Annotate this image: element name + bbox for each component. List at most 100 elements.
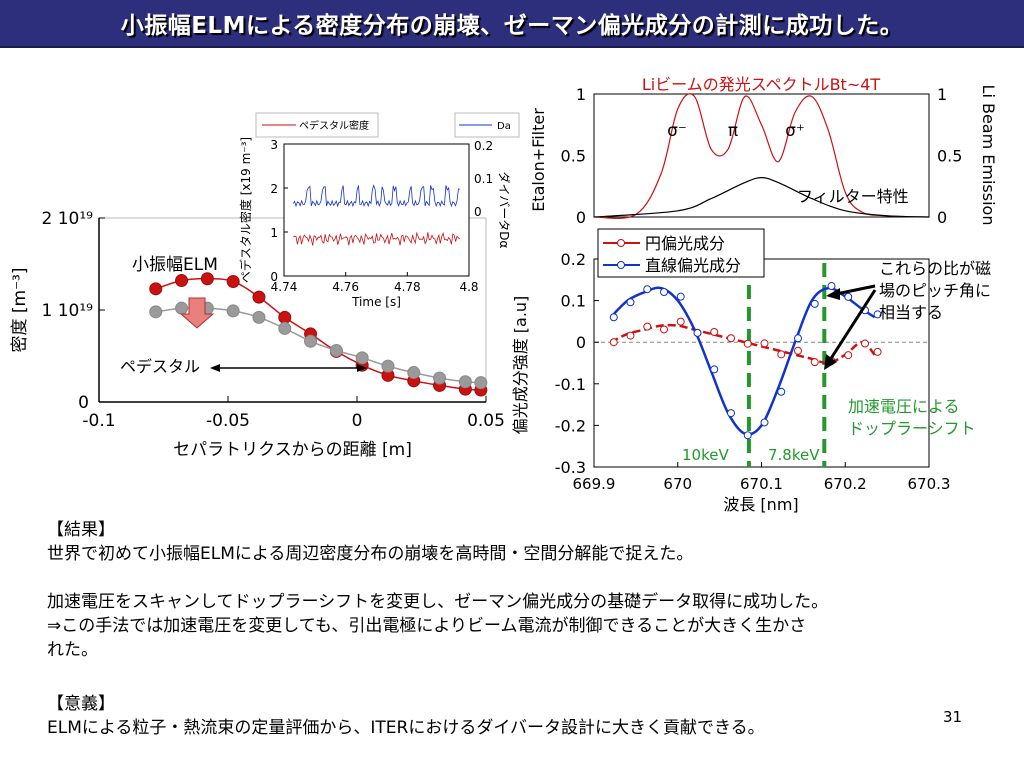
ratio-note-line: これらの比が磁 bbox=[879, 259, 991, 278]
inset-x-tick-label: 4.78 bbox=[394, 280, 421, 294]
linear-polarization-point bbox=[660, 287, 668, 296]
circular-polarization-point bbox=[810, 358, 819, 367]
inset-y-tick-label: 2 bbox=[270, 182, 278, 196]
polarization-y-tick-label: -0.1 bbox=[555, 375, 586, 394]
inset-y2-tick-label: 0 bbox=[474, 205, 482, 219]
density-red-point bbox=[175, 274, 189, 288]
polarization-legend-box bbox=[597, 228, 765, 278]
inset-x-tick-label: 4.74 bbox=[271, 280, 298, 294]
spectrum-y-tick-label: 0.5 bbox=[561, 147, 586, 166]
inset-x-axis-label: Time [s] bbox=[351, 295, 401, 309]
legend-circular-label: 円偏光成分 bbox=[645, 234, 725, 253]
density-x-tick-label: 0 bbox=[352, 411, 363, 431]
density-gray-point bbox=[278, 321, 292, 335]
polarization-y-tick-label: 0.2 bbox=[561, 250, 586, 269]
linear-polarization-point bbox=[626, 298, 635, 307]
ratio-arrow-2 bbox=[828, 289, 877, 361]
spectrum-y2-tick-label: 0.5 bbox=[937, 147, 962, 166]
inset-y-tick-label: 1 bbox=[270, 226, 278, 240]
density-gray-point bbox=[149, 305, 163, 319]
density-gray-point bbox=[433, 371, 447, 385]
polarization-x-tick-label: 670.2 bbox=[824, 475, 867, 493]
spectrum-filter-line bbox=[593, 176, 930, 218]
page-number: 31 bbox=[943, 708, 963, 726]
density-gray-point bbox=[329, 343, 343, 357]
density-series-red-line bbox=[155, 277, 481, 391]
density-gray-point bbox=[252, 310, 266, 324]
results-line-1: 世界で初めて小振幅ELMによる周辺密度分布の崩壊を高時間・空間分解能で捉えた。 bbox=[47, 544, 694, 564]
polarization-y-tick-label: 0.1 bbox=[561, 292, 586, 311]
polarization-x-axis-label: 波長 [nm] bbox=[723, 495, 798, 514]
ratio-arrow-2-head bbox=[824, 354, 837, 370]
linear-polarization-point bbox=[710, 365, 719, 374]
linear-polarization-point bbox=[693, 328, 702, 337]
circular-polarization-point bbox=[727, 334, 735, 343]
density-x-axis-label: セパラトリクスからの距離 [m] bbox=[173, 440, 412, 460]
density-gray-point bbox=[355, 351, 369, 365]
significance-line-1: ELMによる粒子・熱流束の定量評価から、ITERにおけるダイバータ設計に大きく貢… bbox=[47, 718, 765, 738]
legend-linear-marker bbox=[617, 261, 625, 269]
circular-polarization-point bbox=[873, 347, 882, 356]
circular-polarization-point bbox=[626, 331, 635, 340]
spectrum-li-emission-line bbox=[593, 93, 930, 219]
linear-polarization-point bbox=[794, 334, 802, 343]
linear-polarization-point bbox=[643, 285, 652, 294]
polarization-x-tick-label: 670.1 bbox=[740, 475, 783, 493]
spectrum-y-axis-label: Etalon+Filter bbox=[529, 108, 548, 212]
inset-y-tick-label: 3 bbox=[270, 138, 278, 152]
density-x-tick-label: -0.1 bbox=[82, 411, 115, 431]
linear-polarization-point bbox=[727, 409, 735, 418]
linear-polarization-point bbox=[810, 299, 819, 308]
polarization-x-tick-label: 669.9 bbox=[573, 475, 616, 493]
linear-polarization-point bbox=[873, 310, 882, 319]
spectrum-title: Liビームの発光スペクトルBt~4T bbox=[642, 75, 881, 94]
density-gray-point bbox=[304, 334, 318, 348]
circular-polarization-line bbox=[610, 323, 876, 365]
inset-plot-frame bbox=[283, 143, 470, 277]
doppler-note-line: ドップラーシフト bbox=[848, 419, 976, 438]
inset-y2-axis-label: ダイバータDα bbox=[497, 172, 512, 249]
ratio-note-line: 相当する bbox=[879, 303, 943, 322]
pi-label: π bbox=[728, 121, 738, 141]
results-line-5: れた。 bbox=[47, 640, 98, 660]
spectrum-y-tick-label: 0 bbox=[576, 208, 586, 227]
sigma-plus-label: σ⁺ bbox=[785, 121, 805, 141]
density-red-point bbox=[149, 282, 163, 296]
density-y-tick-label: 2 10¹⁹ bbox=[42, 209, 94, 229]
ratio-arrow-1-head bbox=[826, 288, 840, 300]
density-gray-point bbox=[458, 375, 472, 389]
linear-polarization-point bbox=[676, 292, 685, 301]
linear-polarization-point bbox=[777, 387, 786, 396]
inset-y2-tick-label: 0.2 bbox=[474, 139, 493, 153]
small-elm-label: 小振幅ELM bbox=[132, 255, 218, 275]
circular-polarization-point bbox=[794, 346, 802, 355]
results-line-4: ⇒この手法では加速電圧を変更しても、引出電極によりビーム電流が制御できることが大… bbox=[47, 616, 807, 636]
circular-polarization-point bbox=[743, 339, 752, 348]
circular-polarization-point bbox=[861, 339, 869, 348]
legend-linear-label: 直線偏光成分 bbox=[645, 256, 741, 275]
filter-characteristic-label: フィルター特性 bbox=[797, 187, 909, 206]
density-gray-point bbox=[407, 366, 421, 380]
spectrum-y2-axis-label: Li Beam Emission bbox=[979, 85, 998, 226]
ratio-arrow-1 bbox=[835, 284, 876, 296]
pedestal-arrow-left-head bbox=[210, 364, 220, 372]
density-gray-point bbox=[381, 359, 395, 373]
elm-down-arrow bbox=[179, 297, 215, 329]
inset-y-axis-label: ペデスタル密度 [x19 m⁻³] bbox=[238, 137, 253, 283]
inset-series-da bbox=[292, 184, 460, 208]
circular-polarization-point bbox=[676, 317, 685, 326]
density-y-tick-label: 0 bbox=[78, 393, 89, 413]
polarization-y-tick-label: -0.2 bbox=[555, 416, 586, 435]
spectrum-y2-tick-label: 1 bbox=[937, 85, 947, 104]
linear-polarization-point bbox=[760, 418, 769, 427]
inset-legend-red-label: ペデスタル密度 bbox=[299, 119, 369, 132]
linear-polarization-point bbox=[844, 292, 853, 301]
kev-10-label: 10keV bbox=[682, 446, 729, 464]
polarization-y-tick-label: 0 bbox=[576, 333, 586, 352]
density-gray-point bbox=[474, 376, 488, 390]
title-bar: 小振幅ELMによる密度分布の崩壊、ゼーマン偏光成分の計測に成功した。 bbox=[0, 0, 1024, 48]
linear-polarization-point bbox=[827, 282, 836, 291]
circular-polarization-point bbox=[710, 327, 719, 336]
inset-series-pedestal-density bbox=[293, 231, 461, 246]
